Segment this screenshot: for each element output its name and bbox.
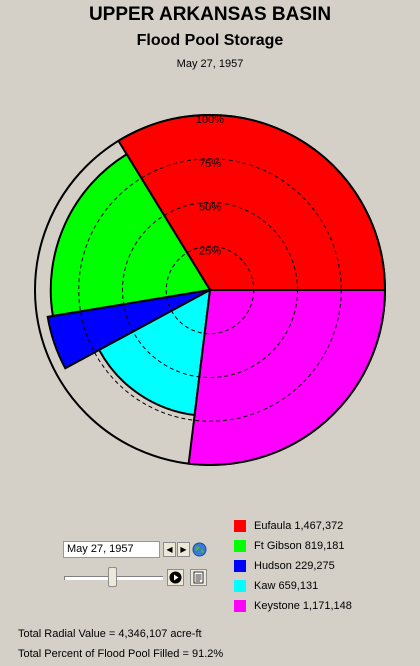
prev-arrow-icon: ◀: [166, 545, 173, 554]
wedge-hudson: [46, 289, 211, 370]
chart-date: May 27, 1957: [176, 58, 244, 70]
legend-swatch: [234, 580, 246, 592]
ring-label-25: 25%: [199, 245, 221, 257]
legend-label: Keystone 1,171,148: [254, 600, 352, 612]
legend-swatch: [234, 560, 246, 572]
legend-swatch: [234, 540, 246, 552]
ring-75: [78, 158, 342, 422]
legend-label: Hudson 229,275: [254, 560, 335, 572]
legend-item: Keystone 1,171,148: [234, 596, 352, 616]
date-slider-thumb[interactable]: [108, 567, 117, 587]
legend-swatch: [234, 520, 246, 532]
wedge-ft-gibson: [49, 152, 212, 318]
next-arrow-icon: ▶: [180, 545, 187, 554]
polar-chart: 25% 50% 75% 100%: [34, 114, 387, 466]
legend-label: Ft Gibson 819,181: [254, 540, 345, 552]
legend-item: Hudson 229,275: [234, 556, 352, 576]
wedge-eufaula: [117, 114, 387, 291]
chart-subtitle: Flood Pool Storage: [136, 32, 284, 49]
ring-25: [165, 245, 255, 335]
date-input[interactable]: May 27, 1957: [63, 541, 160, 558]
chart-title: UPPER ARKANSAS BASIN: [88, 4, 332, 25]
report-icon: [193, 571, 204, 584]
play-icon: [169, 571, 182, 584]
total-radial-value: Total Radial Value = 4,346,107 acre-ft: [18, 628, 202, 640]
legend: Eufaula 1,467,372 Ft Gibson 819,181 Hudson…: [234, 516, 352, 616]
ring-50: [122, 202, 298, 378]
wedge-kaw: [97, 288, 212, 417]
play-button[interactable]: [167, 569, 184, 586]
prev-date-button[interactable]: ◀: [163, 542, 176, 557]
legend-item: Kaw 659,131: [234, 576, 352, 596]
next-date-button[interactable]: ▶: [177, 542, 190, 557]
ring-label-75: 75%: [199, 158, 221, 170]
legend-item: Ft Gibson 819,181: [234, 536, 352, 556]
report-button[interactable]: [190, 569, 207, 586]
legend-item: Eufaula 1,467,372: [234, 516, 352, 536]
globe-icon[interactable]: [192, 542, 207, 557]
legend-swatch: [234, 600, 246, 612]
ring-label-100: 100%: [196, 114, 224, 126]
total-percent-filled: Total Percent of Flood Pool Filled = 91.…: [18, 648, 224, 660]
legend-label: Kaw 659,131: [254, 580, 319, 592]
wedge-keystone: [187, 289, 387, 466]
ring-label-50: 50%: [199, 202, 221, 214]
legend-label: Eufaula 1,467,372: [254, 520, 344, 532]
